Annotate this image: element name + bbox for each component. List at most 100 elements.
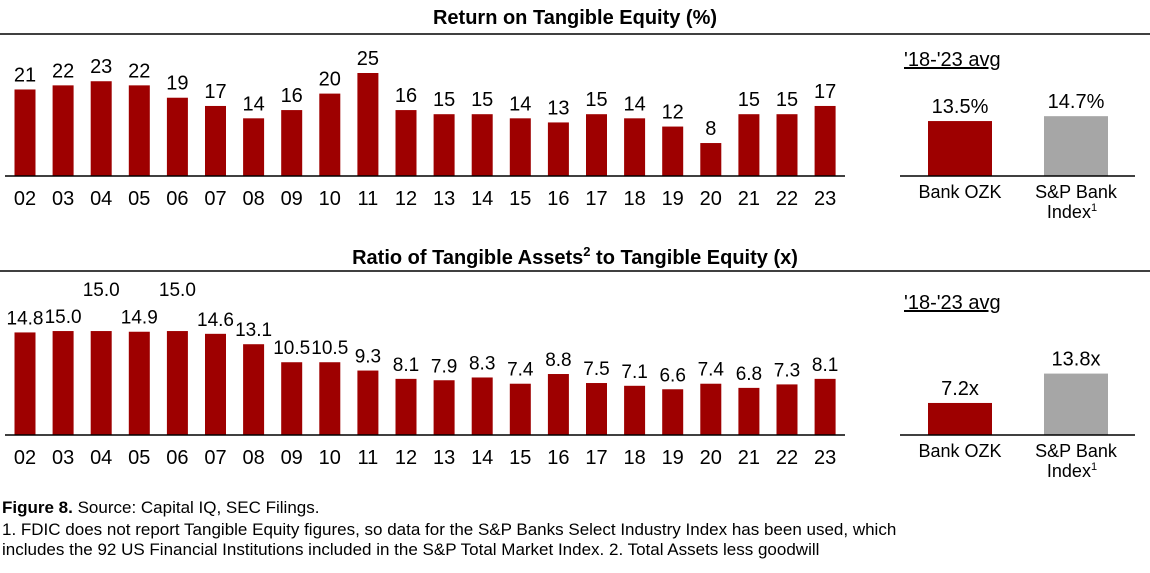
data-label: 8.1 — [393, 355, 419, 376]
data-label: 7.1 — [621, 362, 647, 383]
chart-title: Ratio of Tangible Assets2 to Tangible Eq… — [352, 244, 798, 269]
x-tick-label: 08 — [242, 188, 264, 210]
avg-bar — [928, 121, 992, 176]
bar — [509, 118, 531, 176]
x-tick-label: 15 — [509, 188, 531, 210]
data-label: 22 — [52, 60, 74, 82]
bar — [662, 126, 684, 176]
data-label: 15 — [738, 89, 760, 111]
data-label: 16 — [281, 85, 303, 107]
x-tick-label: 13 — [433, 447, 455, 469]
x-tick-label: 02 — [14, 188, 36, 210]
data-label: 8.3 — [469, 353, 495, 374]
bar — [471, 114, 493, 176]
x-tick-label: 22 — [776, 447, 798, 469]
x-tick-label: 14 — [471, 447, 493, 469]
data-label: 17 — [204, 81, 226, 103]
x-tick-label: 06 — [166, 188, 188, 210]
x-tick-label: 20 — [700, 188, 722, 210]
bar — [662, 389, 684, 435]
charts: Return on Tangible Equity (%)21022203230… — [0, 7, 1150, 481]
data-label: 21 — [14, 64, 36, 86]
x-tick-label: 10 — [319, 188, 341, 210]
x-tick-label: 09 — [281, 188, 303, 210]
figure-caption: Figure 8. Source: Capital IQ, SEC Filing… — [2, 498, 319, 518]
bar — [738, 387, 760, 435]
bar — [357, 370, 379, 435]
x-tick-label: 03 — [52, 447, 74, 469]
bar — [547, 374, 569, 435]
bar — [624, 118, 646, 176]
bar — [624, 385, 646, 435]
bar — [90, 81, 112, 176]
bar — [776, 114, 798, 176]
x-tick-label: 17 — [585, 188, 607, 210]
bar — [776, 384, 798, 435]
data-label: 14 — [242, 93, 264, 115]
data-label: 25 — [357, 48, 379, 70]
x-tick-label: 23 — [814, 447, 836, 469]
bar — [586, 114, 607, 176]
bar — [433, 114, 455, 176]
x-tick-label: 14 — [471, 188, 493, 210]
data-label: 14.9 — [121, 308, 158, 329]
bar — [128, 85, 150, 176]
bar — [357, 73, 379, 176]
x-tick-label: 08 — [242, 447, 264, 469]
data-label: 8 — [705, 118, 716, 140]
x-tick-label: 23 — [814, 188, 836, 210]
data-label: 23 — [90, 56, 112, 78]
avg-label: 13.5% — [932, 96, 989, 118]
bar — [547, 122, 569, 176]
bar — [395, 110, 417, 176]
data-label: 10.5 — [273, 338, 310, 359]
superscript: 1 — [1091, 461, 1097, 473]
x-tick-label: 06 — [166, 447, 188, 469]
data-label: 15.0 — [159, 280, 196, 301]
data-label: 6.8 — [736, 364, 762, 385]
bar — [14, 332, 36, 435]
avg-label: 14.7% — [1048, 91, 1105, 113]
x-tick-label: 13 — [433, 188, 455, 210]
x-tick-label: 12 — [395, 188, 417, 210]
bar — [700, 143, 722, 176]
x-tick-label: 19 — [662, 447, 684, 469]
footnote-1a: 1. FDIC does not report Tangible Equity … — [2, 520, 897, 539]
bar — [243, 118, 265, 176]
data-label: 15.0 — [83, 280, 120, 301]
avg-title: '18-'23 avg — [904, 49, 1001, 71]
avg-bar — [1044, 373, 1108, 435]
x-tick-label: 21 — [738, 447, 760, 469]
bar — [205, 333, 226, 435]
bar — [433, 380, 455, 435]
data-label: 22 — [128, 60, 150, 82]
category-bank-ozk: Bank OZK — [918, 441, 1001, 461]
data-label: 14 — [509, 93, 531, 115]
bar — [243, 344, 265, 435]
x-tick-label: 02 — [14, 447, 36, 469]
bar — [814, 378, 836, 435]
category-sp-bank: S&P Bank — [1035, 441, 1118, 461]
x-tick-label: 05 — [128, 188, 150, 210]
x-tick-label: 16 — [547, 447, 569, 469]
data-label: 7.4 — [698, 360, 725, 381]
avg-label: 7.2x — [941, 378, 979, 400]
data-label: 15 — [585, 89, 607, 111]
data-label: 14 — [623, 93, 645, 115]
source: Source: Capital IQ, SEC Filings. — [72, 498, 320, 517]
data-label: 7.4 — [507, 360, 534, 381]
bar — [90, 331, 112, 435]
x-tick-label: 19 — [662, 188, 684, 210]
bar — [281, 362, 303, 435]
data-label: 13.1 — [235, 320, 272, 341]
avg-bar — [1044, 116, 1108, 176]
data-label: 20 — [319, 69, 341, 91]
bar — [52, 331, 74, 435]
x-tick-label: 17 — [585, 447, 607, 469]
x-tick-label: 21 — [738, 188, 760, 210]
x-tick-label: 05 — [128, 447, 150, 469]
x-tick-label: 04 — [90, 447, 112, 469]
data-label: 13 — [547, 97, 569, 119]
category-sp-bank: S&P Bank — [1035, 182, 1118, 202]
